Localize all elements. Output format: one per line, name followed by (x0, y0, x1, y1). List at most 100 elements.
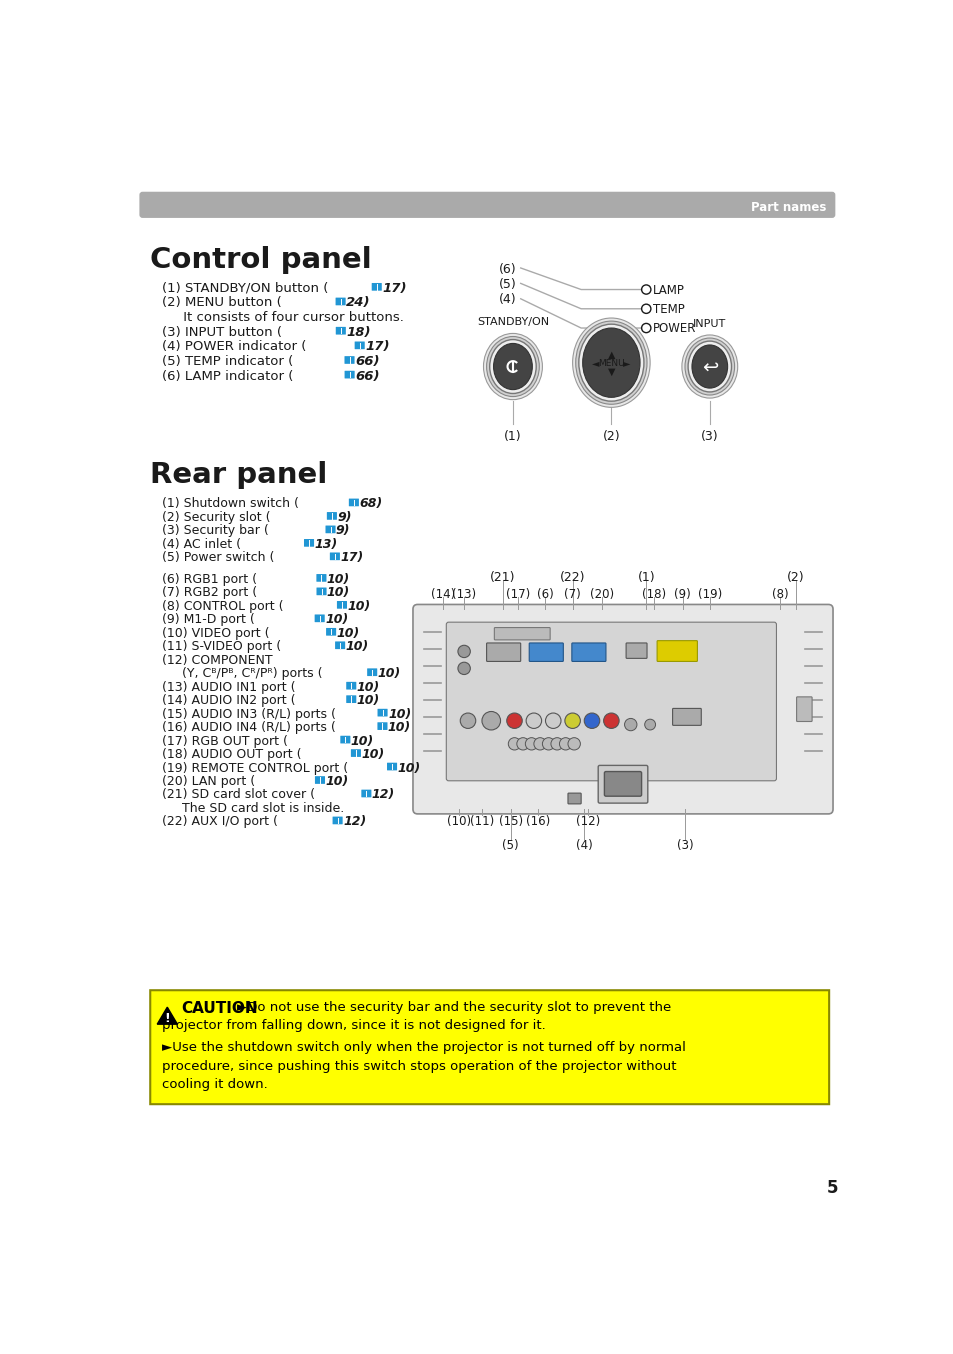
Circle shape (459, 714, 476, 728)
Text: (2) Security slot (: (2) Security slot ( (162, 510, 270, 524)
FancyBboxPatch shape (367, 669, 376, 676)
Text: INPUT: INPUT (693, 318, 725, 329)
Text: (22): (22) (559, 570, 585, 584)
Text: (5) TEMP indicator (: (5) TEMP indicator ( (162, 355, 293, 368)
Text: (15) AUDIO IN3 (R/L) ports (: (15) AUDIO IN3 (R/L) ports ( (162, 708, 335, 720)
Ellipse shape (493, 344, 532, 390)
Circle shape (567, 738, 579, 750)
Text: ►Use the shutdown switch only when the projector is not turned off by normal: ►Use the shutdown switch only when the p… (162, 1041, 685, 1053)
FancyBboxPatch shape (387, 762, 396, 770)
FancyBboxPatch shape (446, 623, 776, 781)
FancyBboxPatch shape (355, 341, 364, 349)
Text: 10): 10) (345, 640, 369, 653)
FancyBboxPatch shape (335, 298, 345, 305)
Text: 9): 9) (337, 510, 352, 524)
FancyBboxPatch shape (316, 588, 326, 596)
Circle shape (583, 714, 599, 728)
Text: (11) S-VIDEO port (: (11) S-VIDEO port ( (162, 640, 281, 653)
FancyBboxPatch shape (333, 816, 342, 825)
Text: (6) RGB1 port (: (6) RGB1 port ( (162, 573, 256, 586)
FancyBboxPatch shape (325, 525, 335, 533)
Text: 17): 17) (340, 551, 363, 565)
Circle shape (481, 711, 500, 730)
Text: The SD card slot is inside.: The SD card slot is inside. (162, 802, 344, 815)
Text: procedure, since pushing this switch stops operation of the projector without: procedure, since pushing this switch sto… (162, 1060, 676, 1072)
Text: (5) Power switch (: (5) Power switch ( (162, 551, 274, 565)
FancyBboxPatch shape (598, 765, 647, 803)
Text: 10): 10) (397, 761, 420, 774)
Text: 10): 10) (361, 747, 384, 761)
Text: 10): 10) (325, 613, 348, 627)
FancyBboxPatch shape (336, 601, 347, 609)
FancyBboxPatch shape (796, 697, 811, 722)
Ellipse shape (578, 324, 643, 401)
Text: cooling it down.: cooling it down. (162, 1078, 268, 1091)
Text: ▼: ▼ (607, 367, 615, 376)
FancyBboxPatch shape (377, 722, 387, 730)
FancyBboxPatch shape (344, 356, 355, 364)
Text: 10): 10) (347, 600, 371, 613)
Text: (6): (6) (537, 588, 554, 601)
Text: (4) POWER indicator (: (4) POWER indicator ( (162, 340, 306, 353)
Text: (2): (2) (602, 431, 619, 444)
Text: 10): 10) (356, 681, 379, 693)
Text: (16) AUDIO IN4 (R/L) ports (: (16) AUDIO IN4 (R/L) ports ( (162, 722, 335, 734)
Text: CAUTION: CAUTION (181, 1001, 257, 1016)
Text: (3): (3) (676, 838, 693, 852)
Text: (4) AC inlet (: (4) AC inlet ( (162, 538, 240, 551)
Text: ►: ► (622, 359, 630, 368)
Text: 9): 9) (335, 524, 350, 538)
Text: (16): (16) (525, 815, 549, 829)
Text: 66): 66) (355, 355, 379, 368)
Text: (18): (18) (641, 588, 665, 601)
Text: ▲: ▲ (607, 349, 615, 360)
Text: 10): 10) (388, 722, 411, 734)
Text: 68): 68) (359, 497, 382, 510)
FancyBboxPatch shape (340, 735, 350, 743)
FancyBboxPatch shape (377, 708, 387, 716)
Text: (8) CONTROL port (: (8) CONTROL port ( (162, 600, 283, 613)
Text: 10): 10) (351, 735, 374, 747)
Text: (10) VIDEO port (: (10) VIDEO port ( (162, 627, 269, 640)
Text: (6) LAMP indicator (: (6) LAMP indicator ( (162, 370, 293, 383)
Text: ►Do not use the security bar and the security slot to prevent the: ►Do not use the security bar and the sec… (236, 1001, 671, 1014)
Text: (11): (11) (469, 815, 494, 829)
FancyBboxPatch shape (335, 326, 346, 334)
FancyBboxPatch shape (349, 498, 358, 506)
Text: projector from falling down, since it is not designed for it.: projector from falling down, since it is… (162, 1020, 545, 1033)
Ellipse shape (582, 328, 639, 397)
Text: (1): (1) (637, 570, 655, 584)
Circle shape (545, 714, 560, 728)
Text: Rear panel: Rear panel (150, 462, 327, 489)
Text: (3) Security bar (: (3) Security bar ( (162, 524, 269, 538)
Ellipse shape (483, 333, 542, 399)
Text: (5): (5) (502, 838, 518, 852)
Text: (4): (4) (576, 838, 592, 852)
Text: (3): (3) (700, 431, 718, 444)
Text: (9) M1-D port (: (9) M1-D port ( (162, 613, 254, 627)
Text: 17): 17) (382, 282, 406, 295)
FancyBboxPatch shape (372, 283, 381, 291)
FancyBboxPatch shape (486, 643, 520, 662)
Text: Control panel: Control panel (150, 245, 372, 274)
Text: (13) AUDIO IN1 port (: (13) AUDIO IN1 port ( (162, 681, 295, 693)
Text: (Y, Cᴮ/Pᴮ, Cᴿ/Pᴿ) ports (: (Y, Cᴮ/Pᴮ, Cᴿ/Pᴿ) ports ( (162, 668, 322, 680)
Text: (15): (15) (498, 815, 522, 829)
Text: (7): (7) (563, 588, 580, 601)
Ellipse shape (572, 318, 649, 408)
Text: LAMP: LAMP (653, 284, 684, 297)
FancyBboxPatch shape (327, 512, 336, 520)
Text: (3) INPUT button (: (3) INPUT button ( (162, 326, 281, 338)
Circle shape (603, 714, 618, 728)
Text: (21): (21) (490, 570, 515, 584)
Text: (22) AUX I/O port (: (22) AUX I/O port ( (162, 815, 277, 829)
Text: 10): 10) (327, 586, 350, 600)
FancyBboxPatch shape (314, 615, 324, 623)
Text: It consists of four cursor buttons.: It consists of four cursor buttons. (162, 311, 403, 324)
Text: (4): (4) (498, 294, 517, 306)
Circle shape (534, 738, 546, 750)
Ellipse shape (486, 337, 538, 397)
Circle shape (564, 714, 579, 728)
FancyBboxPatch shape (567, 793, 580, 804)
FancyBboxPatch shape (494, 627, 550, 640)
